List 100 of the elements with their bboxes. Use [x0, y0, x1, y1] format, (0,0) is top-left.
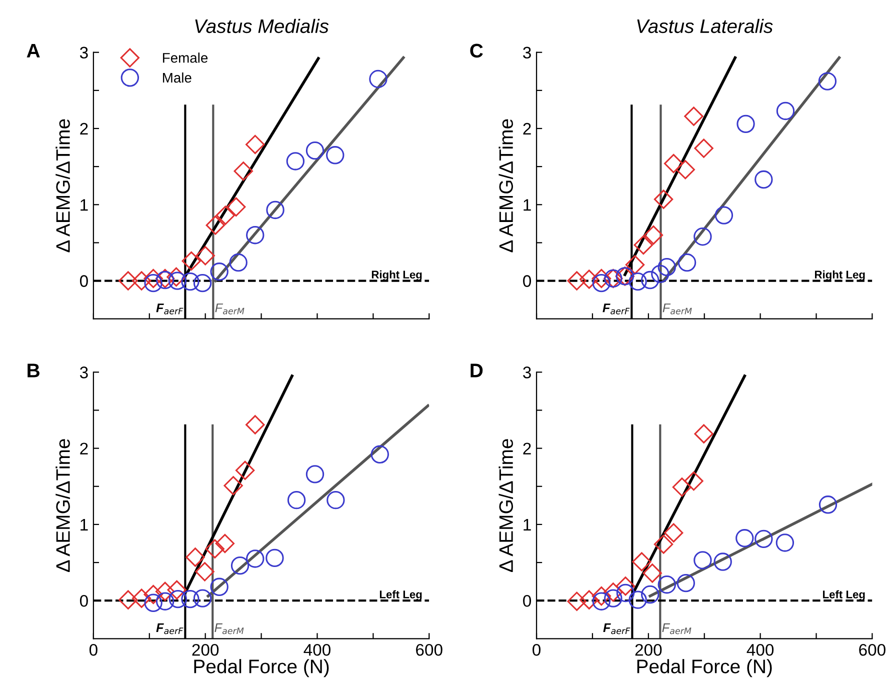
x-tick-label: 400 — [746, 644, 774, 656]
point — [182, 251, 201, 271]
point — [266, 548, 284, 568]
point — [369, 70, 388, 88]
point — [776, 102, 795, 120]
point — [246, 550, 264, 568]
x-tick-label: 0 — [89, 644, 98, 656]
point — [592, 592, 611, 610]
point — [676, 574, 696, 592]
point — [144, 594, 162, 612]
point — [694, 228, 712, 246]
point — [754, 530, 773, 548]
point — [226, 197, 246, 217]
point — [684, 106, 704, 126]
point — [306, 465, 324, 484]
point — [818, 496, 838, 514]
legend-label: Male — [162, 72, 192, 83]
point — [616, 584, 635, 602]
point — [714, 206, 734, 224]
point — [628, 272, 647, 291]
point — [654, 190, 674, 209]
point — [167, 580, 186, 600]
ref-line-label: F$_{aerF}$ — [156, 304, 184, 314]
y-tick-label: 2 — [80, 442, 88, 454]
ref-line-label: F$_{aerF}$ — [603, 623, 630, 634]
y-tick-label: 3 — [80, 46, 88, 59]
ref-line-label: Right Leg — [815, 270, 865, 281]
point — [664, 523, 684, 542]
x-tick-label: 200 — [192, 644, 219, 656]
point — [632, 552, 652, 572]
point — [326, 490, 345, 510]
y-tick-label: 3 — [523, 46, 531, 59]
point — [186, 548, 205, 567]
y-tick-label: 1 — [80, 519, 88, 530]
point — [181, 590, 200, 608]
point — [132, 588, 152, 608]
point — [714, 552, 732, 571]
point — [205, 539, 224, 558]
point — [224, 476, 243, 496]
point — [166, 267, 186, 287]
point — [567, 592, 586, 611]
point — [196, 246, 215, 266]
point — [144, 584, 163, 604]
point — [672, 478, 692, 497]
y-tick-label: 1 — [524, 199, 531, 211]
chart-title: Vastus Lateralis — [637, 18, 773, 34]
ref-line-label: F$_{aerM}$ — [662, 623, 692, 634]
point — [132, 271, 152, 290]
point — [195, 562, 214, 582]
point — [246, 415, 265, 434]
ref-line-label: F$_{aerF}$ — [602, 304, 630, 314]
point — [651, 264, 670, 284]
point — [694, 551, 712, 570]
x-tick-label: 600 — [416, 644, 442, 656]
x-tick-label: 400 — [304, 644, 330, 656]
point — [306, 141, 324, 160]
ref-line-label: F$_{aerM}$ — [215, 304, 244, 314]
x-axis-title: Pedal Force (N) — [194, 659, 329, 678]
y-tick-label: 1 — [80, 199, 88, 211]
point — [736, 114, 755, 134]
text: D — [470, 364, 483, 378]
text: C — [470, 44, 483, 58]
text: B — [28, 364, 40, 378]
point — [776, 534, 794, 552]
y-tick-label: 0 — [523, 595, 532, 607]
point — [215, 534, 235, 554]
point — [694, 138, 714, 158]
ref-line-label: F$_{aerF}$ — [156, 623, 184, 634]
point — [229, 253, 248, 272]
y-tick-label: 2 — [523, 442, 531, 454]
point — [694, 424, 714, 444]
point — [144, 268, 163, 288]
point — [246, 226, 264, 244]
point — [628, 590, 647, 609]
point — [580, 590, 599, 610]
point — [592, 274, 611, 292]
point — [193, 589, 212, 608]
x-axis-title: Pedal Force (N) — [637, 659, 772, 678]
point — [664, 154, 684, 174]
point — [210, 262, 228, 281]
point — [156, 592, 174, 610]
point — [625, 255, 645, 274]
point — [168, 590, 188, 608]
point — [144, 274, 162, 292]
y-tick-label: 3 — [523, 366, 531, 378]
point — [370, 445, 389, 464]
y-axis-title: Δ AEMG/ΔTime — [498, 119, 514, 252]
point — [286, 152, 305, 170]
point — [266, 200, 284, 220]
y-tick-label: 0 — [80, 275, 88, 287]
y-tick-label: 2 — [523, 122, 531, 135]
point — [326, 146, 344, 164]
point — [634, 235, 653, 255]
point — [641, 585, 660, 604]
point — [592, 268, 612, 288]
point — [604, 589, 622, 608]
point — [676, 160, 695, 180]
text: A — [26, 44, 40, 58]
point — [210, 578, 228, 596]
y-axis-title: Δ AEMG/ΔTime — [56, 119, 70, 252]
